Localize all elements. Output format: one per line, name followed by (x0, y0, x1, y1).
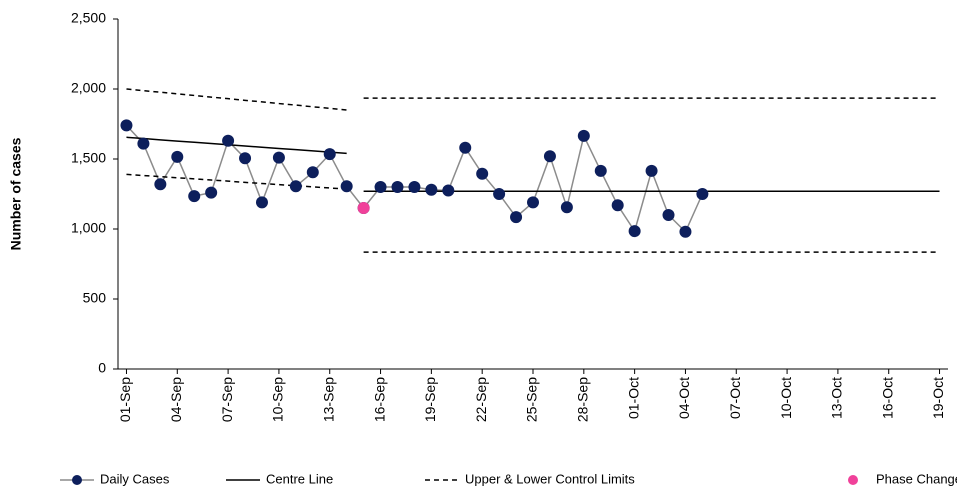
x-tick-label: 28-Sep (575, 377, 591, 422)
series-line (125, 124, 704, 234)
x-tick-label: 10-Sep (270, 377, 286, 422)
data-point (459, 141, 472, 154)
data-point (205, 186, 218, 199)
legend-label: Phase Change (876, 471, 957, 486)
data-point (120, 119, 133, 132)
x-tick-label: 07-Sep (219, 377, 235, 422)
x-tick-label: 01-Oct (625, 377, 641, 419)
x-tick-label: 07-Oct (727, 377, 743, 419)
x-tick-label: 13-Oct (829, 377, 845, 419)
data-point (340, 180, 353, 193)
data-point (272, 151, 285, 164)
data-point (306, 166, 319, 179)
data-point (594, 164, 607, 177)
data-point (679, 225, 692, 238)
y-axis-title: Number of cases (8, 137, 24, 250)
data-point (357, 202, 370, 214)
data-point (577, 129, 590, 142)
legend-label: Centre Line (266, 471, 333, 486)
legend-marker (848, 475, 858, 485)
data-point (239, 152, 252, 165)
data-point (425, 183, 438, 196)
x-tick-label: 19-Sep (422, 377, 438, 422)
series-line (126, 88, 347, 111)
x-tick-label: 04-Sep (168, 377, 184, 422)
data-point (171, 150, 184, 163)
x-tick-label: 19-Oct (930, 377, 946, 419)
data-point (391, 181, 404, 193)
data-point (696, 188, 709, 200)
data-point (374, 181, 387, 193)
data-point (154, 178, 167, 191)
x-tick-label: 16-Sep (371, 377, 387, 422)
data-point (408, 181, 421, 193)
data-point (222, 134, 235, 147)
legend-label: Daily Cases (100, 471, 170, 486)
data-point (323, 148, 336, 161)
data-point (560, 201, 573, 214)
x-tick-label: 25-Sep (524, 377, 540, 422)
y-tick-label: 1,000 (71, 220, 106, 236)
series-line (126, 173, 347, 190)
legend-marker (72, 475, 82, 485)
data-point (645, 164, 658, 177)
x-tick-label: 10-Oct (778, 377, 794, 419)
x-tick-label: 16-Oct (879, 377, 895, 419)
data-point (476, 167, 489, 180)
y-tick-label: 1,500 (71, 150, 106, 166)
data-point (289, 180, 302, 193)
y-tick-label: 2,000 (71, 80, 106, 96)
x-tick-label: 01-Sep (117, 377, 133, 422)
y-tick-label: 0 (98, 360, 106, 376)
data-point (543, 150, 556, 163)
data-point (493, 188, 506, 200)
y-tick-label: 2,500 (71, 10, 106, 26)
data-point (255, 196, 268, 209)
data-point (510, 211, 523, 224)
x-tick-label: 22-Sep (473, 377, 489, 422)
data-point (188, 190, 201, 203)
x-tick-label: 13-Sep (320, 377, 336, 422)
data-point (442, 184, 455, 197)
data-point (611, 199, 624, 212)
x-tick-label: 04-Oct (676, 377, 692, 419)
data-point (137, 137, 150, 150)
y-tick-label: 500 (83, 290, 107, 306)
data-point (628, 225, 641, 238)
series-line (126, 136, 347, 155)
data-point (527, 196, 539, 209)
data-point (662, 209, 675, 221)
legend-label: Upper & Lower Control Limits (465, 471, 635, 486)
